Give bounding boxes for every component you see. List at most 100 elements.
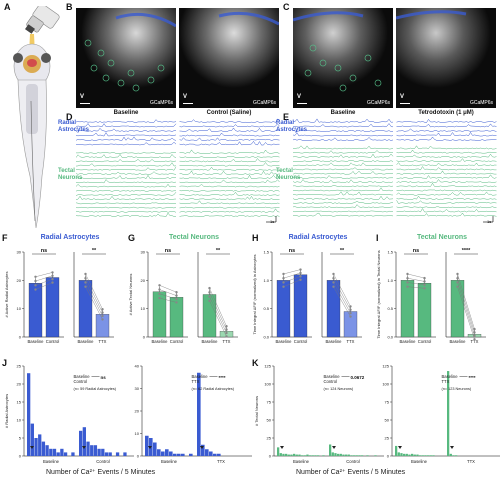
significance-label: ns [41,248,47,254]
calcium-trace [76,166,177,171]
significance-label: ns [413,248,419,254]
paired-line [209,292,227,330]
histogram-bar [400,453,403,456]
calcium-trace [179,189,280,192]
y-tick-label: 0 [269,454,272,459]
legend-entry: TTX [192,379,200,384]
chart-j-xlabel: Number of Ca²⁺ Events / 5 Minutes [46,469,156,476]
micro-caption: GCaMP6s [469,100,493,106]
paired-line [407,282,425,286]
median-marker [148,446,152,449]
calcium-trace [76,127,177,132]
calcium-trace [396,162,497,167]
y-tick-label: 0.5 [387,306,393,311]
significance-label: **** [219,375,226,380]
paired-line [333,282,351,314]
data-point [84,285,87,288]
bar [450,280,465,338]
legend-entry: Baseline [324,374,341,379]
y-tick-label: 1.0 [263,278,269,283]
y-tick-label: 10 [141,306,146,311]
data-point [158,296,161,300]
paired-line [457,282,475,336]
histogram-bar [49,448,53,456]
bar [28,283,43,338]
data-point [158,292,161,295]
group-label: Baseline [43,459,60,464]
paired-line [159,285,177,293]
legend-entry: TTX [442,379,450,384]
histogram-bar [342,454,345,456]
calcium-trace [76,153,177,159]
histogram-bar [60,448,64,456]
data-point [456,277,459,280]
histogram-bar [34,438,38,456]
histogram-bar [303,455,306,456]
significance-label: ns [289,248,295,254]
y-tick-label: 100 [382,382,389,387]
calcium-trace [76,179,177,184]
histogram-bar [279,453,282,456]
histogram-bar [314,455,317,456]
data-point [175,297,178,301]
data-point [332,272,335,276]
panel-label-b: B [66,2,73,12]
data-point [282,281,285,284]
calcium-trace [293,132,394,137]
calcium-trace [76,174,177,180]
data-point [282,272,285,276]
panel-label-j: J [2,358,8,368]
y-tick-label: 50 [385,418,390,423]
trace-e-ttx-title: Tetrodotoxin (1 μM) [418,110,474,116]
paired-line [333,278,351,310]
chart-i-ylabel: Time Integral ΔF/F (normalized) in Tecta… [376,250,381,338]
histogram-bar [82,427,86,456]
calcium-trace [76,132,177,137]
paired-line [85,273,103,310]
y-tick-label: 25 [385,436,390,441]
histogram-bar [350,455,353,456]
scale-label-d: 1s [270,219,275,224]
histogram-bar [337,453,340,456]
histogram-bar [447,371,450,456]
calcium-trace [179,166,280,171]
histogram-bar [93,445,98,456]
data-point [51,271,54,274]
histogram-bar [45,445,49,456]
data-point [51,274,54,277]
paired-line [283,272,301,279]
data-point [175,301,178,304]
histogram-bar [52,448,57,456]
median-marker [82,446,86,449]
data-point [299,268,302,271]
group-label: Baseline [161,459,178,464]
data-point [406,272,409,276]
v-label: V [400,94,405,100]
y-tick-label: 0 [19,454,22,459]
histogram-bar [449,453,452,456]
calcium-trace [179,123,280,128]
histogram-bar [408,454,411,456]
y-tick-label: 0 [19,335,22,340]
calcium-trace [76,183,177,188]
histogram-bar [416,454,419,456]
histogram-bar [145,435,149,456]
data-point [51,281,54,284]
radial-astrocytes-side-label: Radial Astrocytes [58,120,90,133]
sample-size-note: (n= 62 Radial Astrocytes) [192,387,235,391]
data-point [84,277,87,280]
histogram-bar [395,445,398,456]
data-point [84,272,87,276]
calcium-trace [179,149,280,154]
histogram-bar [432,455,435,456]
histogram-bar [405,453,408,456]
histogram-bar [173,453,177,456]
significance-label: 0.0672 [351,375,365,380]
data-point [349,308,352,311]
histogram-bar [429,455,432,456]
bar [276,280,291,338]
histogram-bar [108,452,112,456]
histogram-bar [161,451,165,456]
calcium-trace [76,141,177,146]
